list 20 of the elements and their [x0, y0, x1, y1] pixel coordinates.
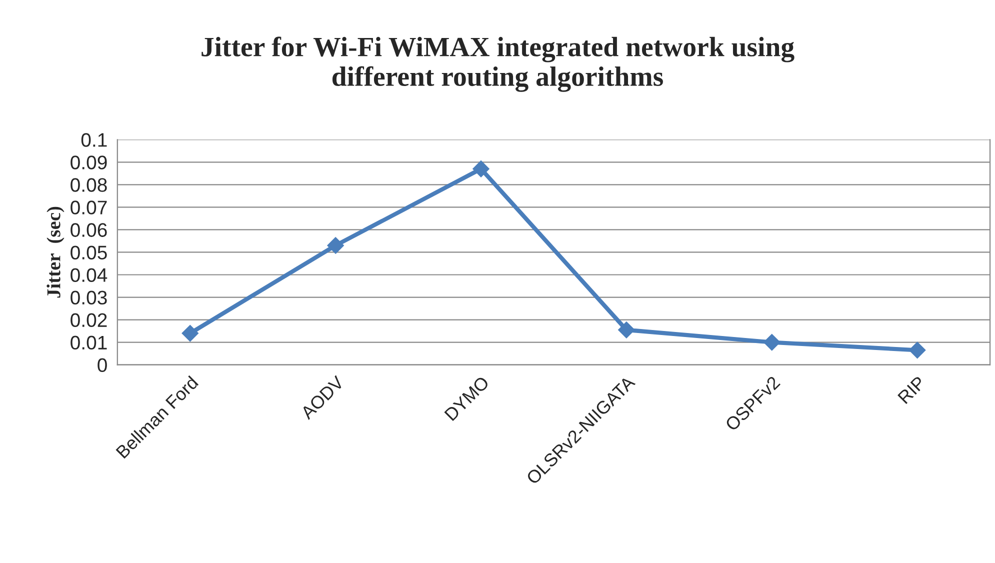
y-tick-label: 0.04 [70, 268, 108, 282]
y-tick-label: 0.08 [70, 178, 107, 192]
y-axis-title: Jitter (sec) [46, 206, 64, 298]
y-tick-label: 0.09 [70, 156, 107, 170]
y-tick-label: 0.03 [70, 290, 107, 304]
point [908, 342, 926, 359]
point [618, 322, 635, 338]
chart-title: Jitter for Wi-Fi WiMAX integrated network using different routing algorithms [202, 36, 794, 92]
x-tick-label: RIP [898, 376, 926, 404]
y-tick-label: 0.02 [70, 313, 107, 328]
y-tick-label: 0.1 [81, 133, 107, 147]
point [182, 324, 199, 342]
point [472, 160, 490, 178]
y-tick-label: 0.05 [70, 246, 107, 260]
y-tick-label: 0.07 [70, 200, 107, 214]
point [327, 237, 344, 254]
y-tick-label: 0.06 [70, 223, 107, 237]
y-tick-label: 0 [98, 358, 107, 372]
y-tick-label: 0.01 [70, 336, 107, 350]
point [763, 334, 780, 351]
